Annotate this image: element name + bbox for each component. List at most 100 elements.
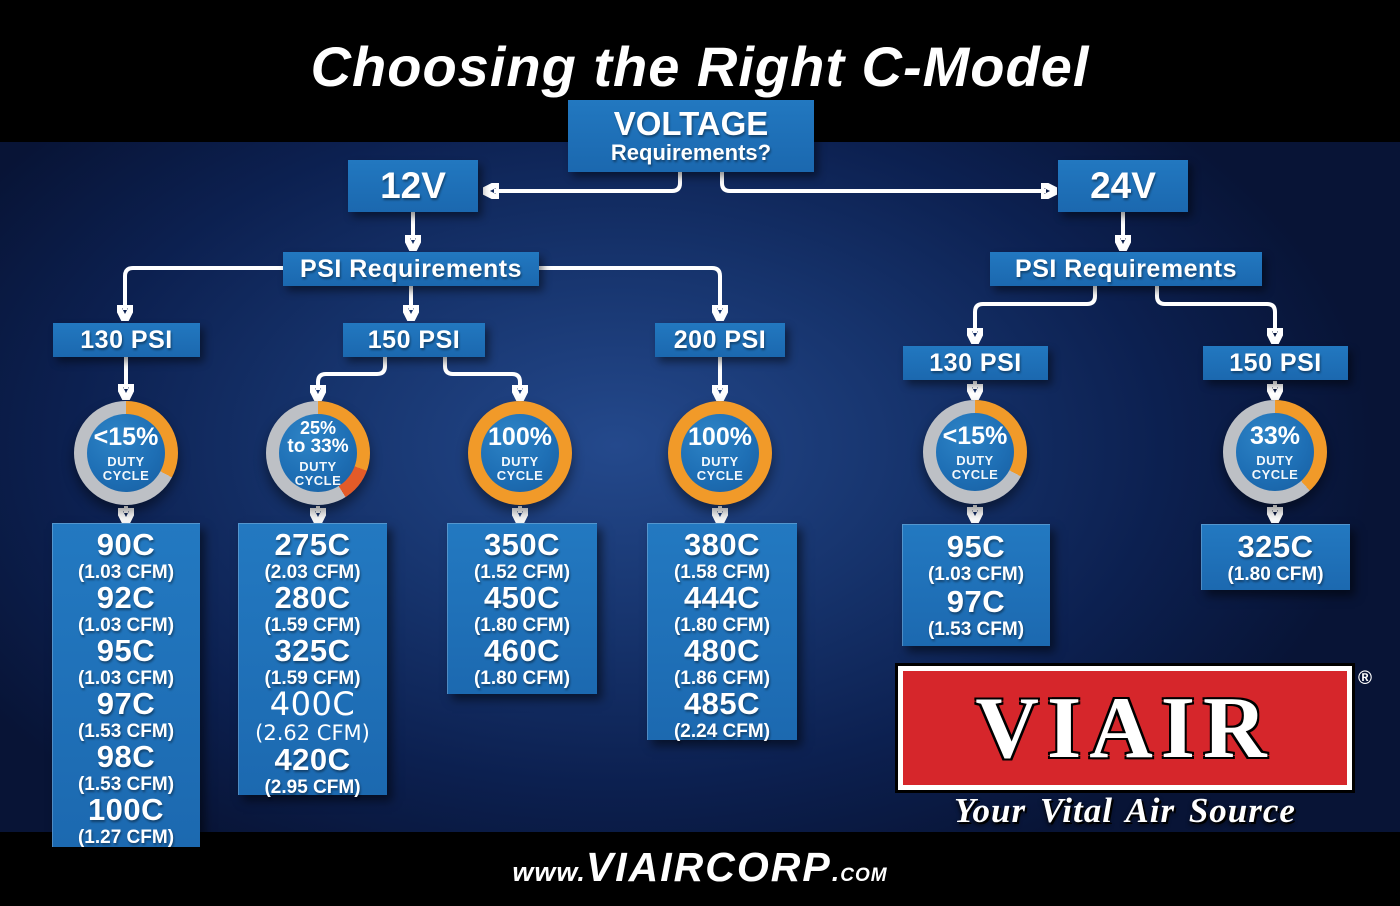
psi-130-label-12v: 130 PSI bbox=[80, 325, 173, 354]
model-name: 97C bbox=[946, 583, 1006, 619]
node-24v: 24V bbox=[1058, 160, 1188, 212]
model-cfm: (1.03 CFM) bbox=[77, 615, 175, 636]
model-name: 485C bbox=[683, 686, 761, 721]
model-name: 97C bbox=[96, 686, 156, 721]
model-cfm: (1.59 CFM) bbox=[264, 668, 361, 689]
model-cfm: (2.62 CFM) bbox=[255, 721, 370, 745]
model-name: 444C bbox=[683, 580, 761, 615]
duty-cycle-percent: 100% bbox=[688, 422, 752, 451]
model-list-150high-12v: 350C (1.52 CFM) 450C (1.80 CFM) 460C (1.… bbox=[447, 523, 597, 694]
model-name: 325C bbox=[1237, 528, 1314, 564]
model-name: 90C bbox=[96, 527, 156, 562]
duty-cycle-gauge-130-24v: <15% DUTY CYCLE bbox=[923, 400, 1027, 504]
psi-requirements-label-12v: PSI Requirements bbox=[300, 254, 522, 283]
model-name: 450C bbox=[483, 580, 561, 615]
duty-cycle-percent: to 33% bbox=[287, 436, 349, 457]
model-item: 400C (2.62 CFM) bbox=[255, 688, 370, 744]
model-item: 325C (1.59 CFM) bbox=[264, 635, 360, 688]
psi-130-node-24v: 130 PSI bbox=[903, 346, 1048, 380]
model-cfm: (1.58 CFM) bbox=[673, 562, 771, 583]
duty-cycle-word: CYCLE bbox=[696, 467, 744, 483]
registered-trademark-icon: ® bbox=[1358, 668, 1372, 689]
model-item: 97C (1.53 CFM) bbox=[78, 688, 174, 741]
model-item: 95C (1.03 CFM) bbox=[928, 531, 1024, 584]
model-item: 350C (1.52 CFM) bbox=[474, 529, 570, 582]
duty-cycle-gauge-face: <15% DUTY CYCLE bbox=[87, 414, 165, 492]
model-name: 275C bbox=[274, 527, 351, 562]
model-cfm: (1.53 CFM) bbox=[927, 618, 1025, 640]
duty-cycle-word: CYCLE bbox=[1251, 466, 1299, 482]
model-name: 95C bbox=[946, 529, 1006, 565]
model-item: 275C (2.03 CFM) bbox=[264, 529, 360, 582]
model-list-130-12v: 90C (1.03 CFM) 92C (1.03 CFM) 95C (1.03 … bbox=[52, 523, 200, 847]
model-item: 420C (2.95 CFM) bbox=[264, 744, 360, 797]
duty-cycle-gauge-face: 25% to 33% DUTY CYCLE bbox=[279, 414, 357, 492]
website-url-suffix: .com bbox=[831, 857, 888, 887]
duty-cycle-word: DUTY bbox=[299, 459, 337, 474]
psi-200-node-12v: 200 PSI bbox=[655, 323, 785, 357]
viair-logo-wordmark: VIAIR bbox=[975, 680, 1275, 777]
duty-cycle-percent: 33% bbox=[1249, 421, 1301, 450]
model-name: 400C bbox=[269, 685, 356, 723]
duty-cycle-gauge-150low-12v: 25% to 33% DUTY CYCLE bbox=[266, 401, 370, 505]
duty-cycle-gauge-130-12v: <15% DUTY CYCLE bbox=[74, 401, 178, 505]
model-cfm: (1.27 CFM) bbox=[77, 827, 175, 848]
psi-150-label-12v: 150 PSI bbox=[367, 325, 461, 354]
model-cfm: (1.80 CFM) bbox=[673, 615, 771, 636]
psi-150-node-12v: 150 PSI bbox=[343, 323, 485, 357]
duty-cycle-gauge-150-24v: 33% DUTY CYCLE bbox=[1223, 400, 1327, 504]
model-name: 95C bbox=[96, 633, 156, 668]
duty-cycle-word: DUTY bbox=[107, 453, 145, 469]
model-item: 460C (1.80 CFM) bbox=[474, 635, 570, 688]
model-name: 325C bbox=[274, 633, 351, 668]
duty-cycle-word: DUTY bbox=[956, 452, 994, 468]
model-item: 485C (2.24 CFM) bbox=[674, 688, 770, 741]
duty-cycle-word: DUTY bbox=[501, 453, 539, 469]
model-item: 280C (1.59 CFM) bbox=[264, 582, 360, 635]
model-cfm: (1.03 CFM) bbox=[927, 564, 1025, 586]
duty-cycle-percent: <15% bbox=[93, 422, 159, 451]
viair-logo: VIAIR bbox=[895, 663, 1355, 793]
duty-cycle-gauge-face: <15% DUTY CYCLE bbox=[936, 413, 1014, 491]
model-cfm: (2.24 CFM) bbox=[673, 721, 771, 742]
model-cfm: (1.53 CFM) bbox=[77, 721, 175, 742]
model-cfm: (1.86 CFM) bbox=[673, 668, 771, 689]
model-name: 100C bbox=[87, 792, 165, 827]
psi-150-label-24v: 150 PSI bbox=[1229, 348, 1322, 377]
model-cfm: (1.80 CFM) bbox=[1227, 563, 1324, 585]
model-name: 350C bbox=[483, 527, 561, 562]
model-item: 444C (1.80 CFM) bbox=[674, 582, 770, 635]
duty-cycle-gauge-150high-12v: 100% DUTY CYCLE bbox=[468, 401, 572, 505]
model-item: 97C (1.53 CFM) bbox=[928, 586, 1024, 639]
page-title: Choosing the Right C-Model bbox=[310, 35, 1090, 98]
model-cfm: (2.95 CFM) bbox=[264, 777, 361, 798]
model-cfm: (1.59 CFM) bbox=[264, 615, 361, 636]
website-url: www. VIAIRCORP .com bbox=[0, 844, 1400, 891]
duty-cycle-percent: 100% bbox=[488, 422, 552, 451]
duty-cycle-word: CYCLE bbox=[951, 466, 999, 482]
model-name: 460C bbox=[483, 633, 561, 668]
duty-cycle-percent: 25% bbox=[299, 418, 337, 438]
model-name: 280C bbox=[274, 580, 351, 615]
duty-cycle-word: CYCLE bbox=[294, 473, 342, 488]
psi-150-node-24v: 150 PSI bbox=[1203, 346, 1348, 380]
psi-130-label-24v: 130 PSI bbox=[929, 348, 1022, 377]
voltage-node-line2: Requirements? bbox=[610, 140, 772, 166]
node-12v-label: 12V bbox=[380, 165, 446, 206]
duty-cycle-word: CYCLE bbox=[496, 467, 544, 483]
psi-requirements-node-24v: PSI Requirements bbox=[990, 252, 1262, 286]
psi-200-label-12v: 200 PSI bbox=[673, 325, 767, 354]
psi-requirements-node-12v: PSI Requirements bbox=[283, 252, 539, 286]
voltage-node-line1: VOLTAGE bbox=[613, 104, 769, 142]
duty-cycle-word: CYCLE bbox=[102, 467, 150, 483]
model-item: 98C (1.53 CFM) bbox=[78, 741, 174, 794]
model-name: 98C bbox=[96, 739, 156, 774]
duty-cycle-gauge-face: 100% DUTY CYCLE bbox=[681, 414, 759, 492]
website-url-prefix: www. bbox=[512, 857, 586, 887]
model-name: 380C bbox=[683, 527, 761, 562]
model-cfm: (1.03 CFM) bbox=[77, 668, 175, 689]
model-cfm: (1.80 CFM) bbox=[473, 668, 571, 689]
model-list-130-24v: 95C (1.03 CFM) 97C (1.53 CFM) bbox=[902, 524, 1050, 646]
model-item: 325C (1.80 CFM) bbox=[1227, 531, 1323, 584]
node-24v-label: 24V bbox=[1090, 165, 1156, 206]
